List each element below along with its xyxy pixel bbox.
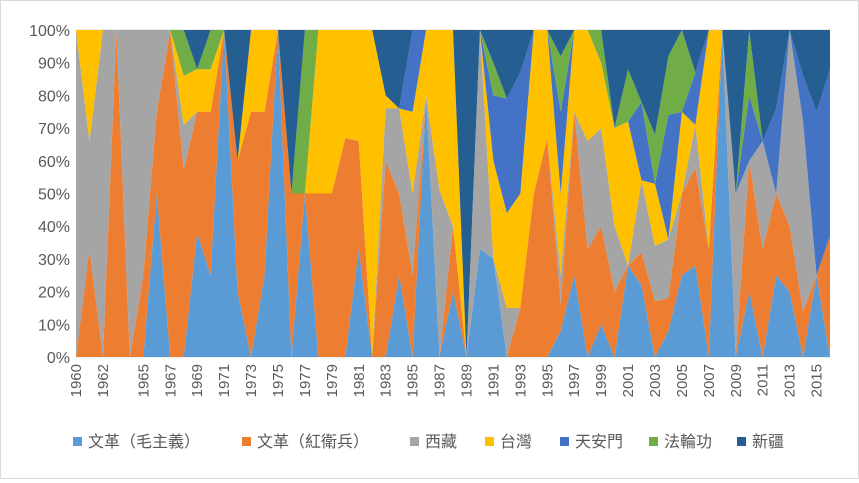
series-areas xyxy=(76,30,830,357)
legend-label: 台灣 xyxy=(500,433,532,451)
legend-swatch xyxy=(649,437,658,446)
x-tick-label: 1973 xyxy=(243,364,260,397)
legend-swatch xyxy=(737,437,746,446)
x-tick-label: 2003 xyxy=(647,364,664,397)
x-tick-label: 1971 xyxy=(216,364,233,397)
legend-label: 文革（毛主義） xyxy=(88,433,200,451)
x-tick-label: 1983 xyxy=(378,364,395,397)
y-tick-label: 70% xyxy=(38,121,70,138)
x-tick-label: 1960 xyxy=(68,364,85,397)
y-tick-label: 100% xyxy=(29,23,70,40)
y-tick-label: 10% xyxy=(38,317,70,334)
x-tick-label: 1985 xyxy=(405,364,422,397)
legend-label: 西藏 xyxy=(425,433,457,451)
x-tick-label: 1993 xyxy=(512,364,529,397)
legend-swatch xyxy=(242,437,251,446)
legend-swatch xyxy=(560,437,569,446)
series-area-2 xyxy=(76,30,830,357)
y-tick-label: 30% xyxy=(38,252,70,269)
x-tick-label: 1999 xyxy=(593,364,610,397)
x-tick-label: 1997 xyxy=(566,364,583,397)
x-tick-label: 2015 xyxy=(809,364,826,397)
legend-swatch xyxy=(485,437,494,446)
x-tick-label: 1995 xyxy=(539,364,556,397)
series-area-4 xyxy=(76,30,830,357)
x-tick-label: 1969 xyxy=(189,364,206,397)
x-tick-label: 2001 xyxy=(620,364,637,397)
y-tick-label: 60% xyxy=(38,154,70,171)
series-area-3 xyxy=(76,30,830,357)
legend-label: 法輪功 xyxy=(664,433,712,451)
x-tick-label: 1987 xyxy=(432,364,449,397)
y-tick-label: 50% xyxy=(38,187,70,204)
x-tick-label: 2011 xyxy=(755,364,772,396)
x-tick-label: 2013 xyxy=(782,364,799,397)
x-tick-label: 1991 xyxy=(485,364,502,397)
x-tick-label: 1981 xyxy=(351,364,368,397)
legend-swatch xyxy=(73,437,82,446)
legend-label: 天安門 xyxy=(575,433,623,451)
x-axis-ticks: 1960 1962 1965 1967 1969 1971 1973 1975 1977 1979… xyxy=(68,364,826,397)
legend-swatch xyxy=(410,437,419,446)
x-tick-label: 1979 xyxy=(324,364,341,397)
x-tick-label: 2009 xyxy=(728,364,745,397)
series-area-6 xyxy=(76,30,830,357)
legend-label: 文革（紅衛兵） xyxy=(257,433,369,451)
x-tick-label: 2007 xyxy=(701,364,718,397)
x-tick-label: 1965 xyxy=(135,364,152,397)
y-axis-ticks: 0% 10% 20% 30% 40% 50% 60% 70% 80% 90% 100% xyxy=(29,23,70,367)
x-tick-label: 1989 xyxy=(459,364,476,397)
x-tick-label: 2005 xyxy=(674,364,691,397)
y-tick-label: 0% xyxy=(47,350,70,367)
x-tick-label: 1967 xyxy=(162,364,179,397)
y-tick-label: 40% xyxy=(38,219,70,236)
y-tick-label: 20% xyxy=(38,285,70,302)
x-tick-label: 1962 xyxy=(95,364,112,397)
y-tick-label: 90% xyxy=(38,56,70,73)
x-tick-label: 1975 xyxy=(270,364,287,397)
y-tick-label: 80% xyxy=(38,88,70,105)
x-tick-label: 1977 xyxy=(297,364,314,397)
legend-label: 新疆 xyxy=(752,433,784,451)
legend: 文革（毛主義） 文革（紅衛兵） 西藏 台灣 天安門 法輪功 新疆 xyxy=(73,433,784,451)
